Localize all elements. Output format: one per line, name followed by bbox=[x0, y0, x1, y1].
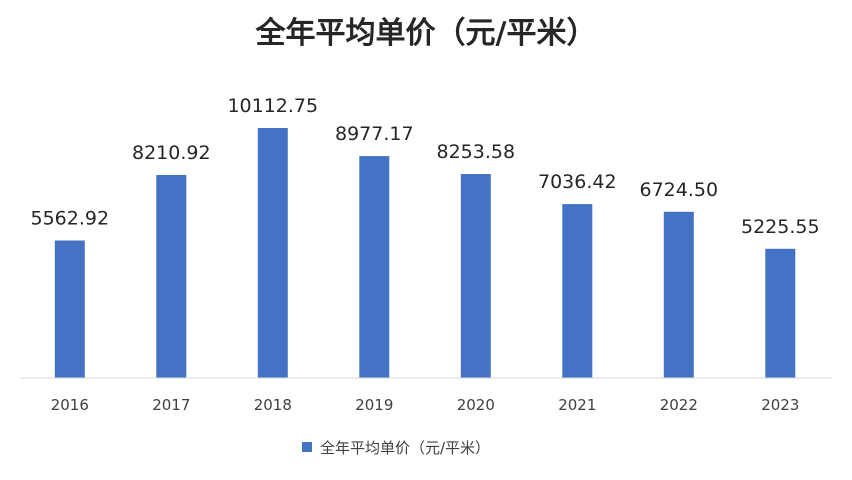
data-label-2022: 6724.50 bbox=[640, 179, 719, 201]
data-label-2017: 8210.92 bbox=[132, 142, 211, 164]
bar-2018 bbox=[257, 128, 288, 378]
x-tick-2023: 2023 bbox=[761, 396, 799, 414]
bar-2023 bbox=[765, 248, 796, 378]
data-label-2021: 7036.42 bbox=[538, 171, 617, 193]
x-tick-2017: 2017 bbox=[152, 396, 190, 414]
x-tick-2018: 2018 bbox=[254, 396, 292, 414]
data-label-2016: 5562.92 bbox=[31, 208, 110, 230]
bars-layer bbox=[54, 128, 796, 378]
x-tick-labels: 2016 2017 2018 2019 2020 2021 2022 2023 bbox=[51, 396, 800, 414]
bar-2020 bbox=[460, 174, 491, 378]
data-label-2019: 8977.17 bbox=[335, 123, 414, 145]
data-label-2020: 8253.58 bbox=[437, 141, 516, 163]
bar-2017 bbox=[156, 175, 187, 378]
legend-swatch bbox=[302, 442, 312, 452]
legend-label: 全年平均单价（元/平米） bbox=[320, 439, 490, 457]
x-tick-2020: 2020 bbox=[457, 396, 495, 414]
data-label-2023: 5225.55 bbox=[741, 216, 820, 238]
chart-title: 全年平均单价（元/平米） bbox=[255, 16, 597, 51]
data-labels-layer: 5562.92 8210.92 10112.75 8977.17 8253.58 7036… bbox=[31, 95, 820, 238]
bar-2021 bbox=[562, 204, 593, 378]
bar-2019 bbox=[359, 156, 390, 378]
legend: 全年平均单价（元/平米） bbox=[302, 439, 490, 457]
x-tick-2021: 2021 bbox=[558, 396, 596, 414]
x-tick-2019: 2019 bbox=[355, 396, 393, 414]
x-tick-2016: 2016 bbox=[51, 396, 89, 414]
data-label-2018: 10112.75 bbox=[227, 95, 318, 117]
bar-2016 bbox=[54, 240, 85, 378]
x-tick-2022: 2022 bbox=[660, 396, 698, 414]
bar-2022 bbox=[663, 211, 694, 378]
